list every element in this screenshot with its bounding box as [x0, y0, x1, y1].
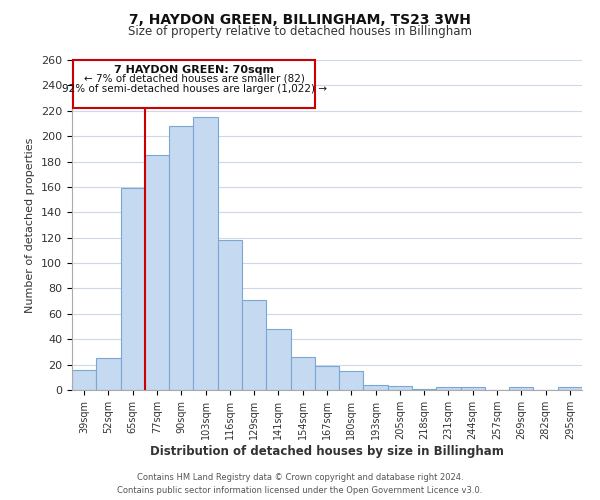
Bar: [509, 388, 533, 390]
Y-axis label: Number of detached properties: Number of detached properties: [25, 138, 35, 312]
Bar: [558, 388, 582, 390]
X-axis label: Distribution of detached houses by size in Billingham: Distribution of detached houses by size …: [150, 445, 504, 458]
Bar: [72, 370, 96, 390]
Text: Contains HM Land Registry data © Crown copyright and database right 2024.
Contai: Contains HM Land Registry data © Crown c…: [118, 474, 482, 495]
Bar: [145, 155, 169, 390]
Bar: [193, 117, 218, 390]
Bar: [412, 388, 436, 390]
Bar: [218, 240, 242, 390]
Bar: [242, 300, 266, 390]
Bar: [96, 358, 121, 390]
Bar: [339, 371, 364, 390]
Text: 7 HAYDON GREEN: 70sqm: 7 HAYDON GREEN: 70sqm: [114, 65, 274, 75]
FancyBboxPatch shape: [73, 60, 315, 108]
Bar: [315, 366, 339, 390]
Bar: [436, 388, 461, 390]
Bar: [461, 388, 485, 390]
Bar: [169, 126, 193, 390]
Text: 7, HAYDON GREEN, BILLINGHAM, TS23 3WH: 7, HAYDON GREEN, BILLINGHAM, TS23 3WH: [129, 12, 471, 26]
Bar: [266, 329, 290, 390]
Text: ← 7% of detached houses are smaller (82): ← 7% of detached houses are smaller (82): [83, 74, 304, 84]
Bar: [290, 357, 315, 390]
Bar: [364, 385, 388, 390]
Text: Size of property relative to detached houses in Billingham: Size of property relative to detached ho…: [128, 25, 472, 38]
Bar: [388, 386, 412, 390]
Text: 92% of semi-detached houses are larger (1,022) →: 92% of semi-detached houses are larger (…: [62, 84, 326, 94]
Bar: [121, 188, 145, 390]
